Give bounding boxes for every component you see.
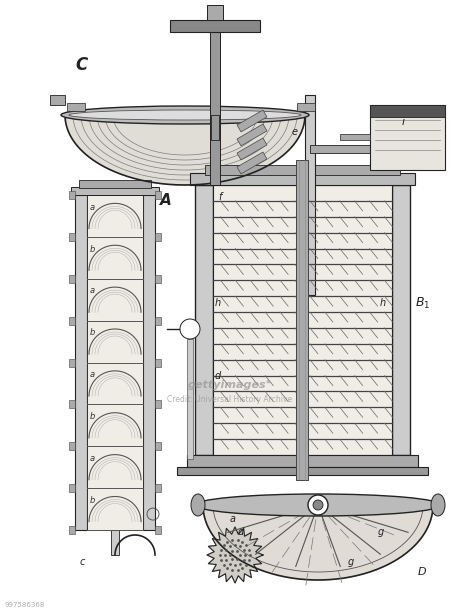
Text: a: a (90, 203, 95, 212)
Bar (67, 103, 85, 111)
Circle shape (308, 495, 327, 515)
Text: C: C (75, 56, 87, 74)
Bar (155, 442, 161, 450)
Bar (87, 195, 143, 530)
Bar (187, 339, 193, 459)
Text: g: g (377, 527, 383, 537)
Bar (304, 95, 314, 295)
Text: $B_1$: $B_1$ (414, 296, 429, 311)
Bar (155, 400, 161, 408)
Bar (177, 467, 427, 475)
Bar (155, 359, 161, 367)
Bar (391, 185, 409, 455)
Bar (210, 15, 219, 185)
Polygon shape (202, 505, 432, 580)
Bar (297, 103, 314, 111)
Text: 997586368: 997586368 (5, 602, 45, 608)
Ellipse shape (61, 106, 308, 124)
Polygon shape (65, 115, 304, 185)
Text: Credit: Universal History Archive: Credit: Universal History Archive (167, 395, 292, 405)
Bar (155, 275, 161, 283)
Text: d: d (237, 527, 244, 537)
Bar (155, 526, 161, 534)
Text: a: a (90, 454, 95, 463)
Bar (111, 530, 119, 555)
Text: b: b (90, 412, 95, 421)
Text: a: a (90, 286, 95, 296)
Bar (69, 442, 75, 450)
Text: A: A (160, 193, 171, 208)
Ellipse shape (69, 110, 300, 120)
Bar (236, 152, 266, 174)
Bar (205, 165, 399, 175)
Bar (143, 195, 155, 530)
Text: b: b (90, 496, 95, 505)
Bar (50, 95, 65, 105)
Bar (155, 191, 161, 199)
Text: gettyimages°: gettyimages° (187, 380, 272, 390)
Text: h: h (214, 299, 221, 308)
Text: e: e (291, 127, 297, 137)
Bar (207, 5, 223, 20)
Bar (213, 185, 391, 455)
Ellipse shape (430, 494, 444, 516)
Text: c: c (80, 557, 85, 567)
Polygon shape (207, 527, 263, 583)
Text: b: b (90, 328, 95, 337)
Text: D: D (417, 567, 425, 577)
Bar (339, 134, 369, 140)
Text: i: i (401, 117, 404, 127)
Bar (236, 110, 266, 132)
Bar (369, 105, 444, 170)
Bar (69, 400, 75, 408)
Text: h: h (379, 299, 385, 308)
Bar (75, 195, 87, 530)
Bar (155, 316, 161, 324)
Circle shape (312, 500, 322, 510)
Bar (190, 173, 414, 185)
Bar (296, 160, 308, 480)
Bar (69, 233, 75, 241)
Bar (211, 115, 218, 140)
Bar (236, 124, 266, 146)
Bar (187, 455, 417, 467)
Bar (79, 180, 151, 188)
Text: d: d (214, 371, 221, 381)
Ellipse shape (190, 494, 205, 516)
Bar (170, 20, 259, 32)
Text: f: f (218, 192, 221, 202)
Text: b: b (90, 245, 95, 253)
Bar (69, 275, 75, 283)
Bar (69, 316, 75, 324)
Bar (155, 484, 161, 492)
Ellipse shape (195, 494, 440, 516)
Bar (69, 191, 75, 199)
Bar (69, 484, 75, 492)
Text: a: a (230, 514, 235, 524)
Bar (309, 145, 369, 153)
Bar (369, 105, 444, 117)
Bar (195, 185, 213, 455)
Bar (69, 359, 75, 367)
Bar (71, 187, 159, 195)
Bar (236, 138, 266, 160)
Text: g: g (347, 557, 353, 567)
Text: a: a (90, 370, 95, 379)
Circle shape (179, 319, 200, 339)
Bar (69, 526, 75, 534)
Bar (155, 233, 161, 241)
